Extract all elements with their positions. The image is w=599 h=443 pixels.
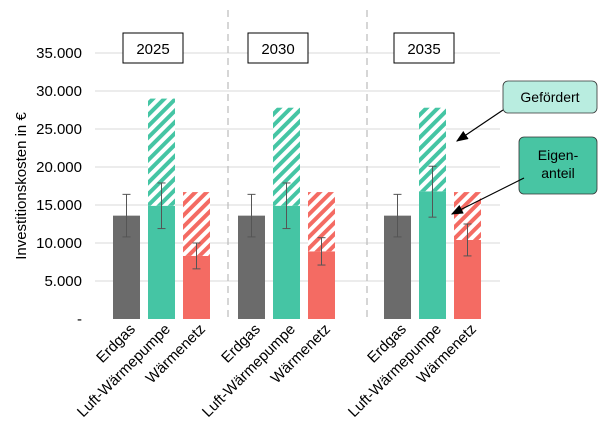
- annotation-arrow-eigenanteil: [450, 177, 525, 215]
- annotation-line: Eigen-: [538, 147, 579, 163]
- y-tick-label: 10.000: [36, 235, 82, 252]
- y-tick-label: 30.000: [36, 83, 82, 100]
- annotation-box-gefoerdert: [502, 80, 598, 114]
- year-box-2030: [247, 32, 309, 64]
- annotation-layer: Gefördert Eigen-anteil: [450, 80, 598, 215]
- y-tick-label: -: [77, 311, 82, 328]
- year-box-2035: [393, 32, 455, 64]
- y-tick-label: 25.000: [36, 121, 82, 138]
- bar-layer: [113, 98, 481, 319]
- y-tick-label: 35.000: [36, 45, 82, 62]
- y-tick-label: 15.000: [36, 197, 82, 214]
- year-label-2025: 2025: [136, 41, 169, 58]
- annotation-label-eigenanteil: Eigen-anteil: [538, 147, 579, 181]
- annotation-box-eigenanteil: [518, 136, 598, 195]
- y-tick-label: 20.000: [36, 159, 82, 176]
- error-bar-layer: [122, 165, 472, 270]
- year-label-2030: 2030: [261, 41, 294, 58]
- year-label-2035: 2035: [407, 41, 440, 58]
- year-box-2025: [122, 32, 184, 64]
- annotation-label-gefoerdert: Gefördert: [520, 89, 579, 105]
- annotation-line: anteil: [541, 165, 574, 181]
- annotation-arrow-gefoerdert: [456, 109, 504, 142]
- y-axis-label: Investitionskosten in €: [13, 112, 30, 260]
- y-tick-label: 5.000: [44, 273, 82, 290]
- separator-layer: [227, 10, 368, 322]
